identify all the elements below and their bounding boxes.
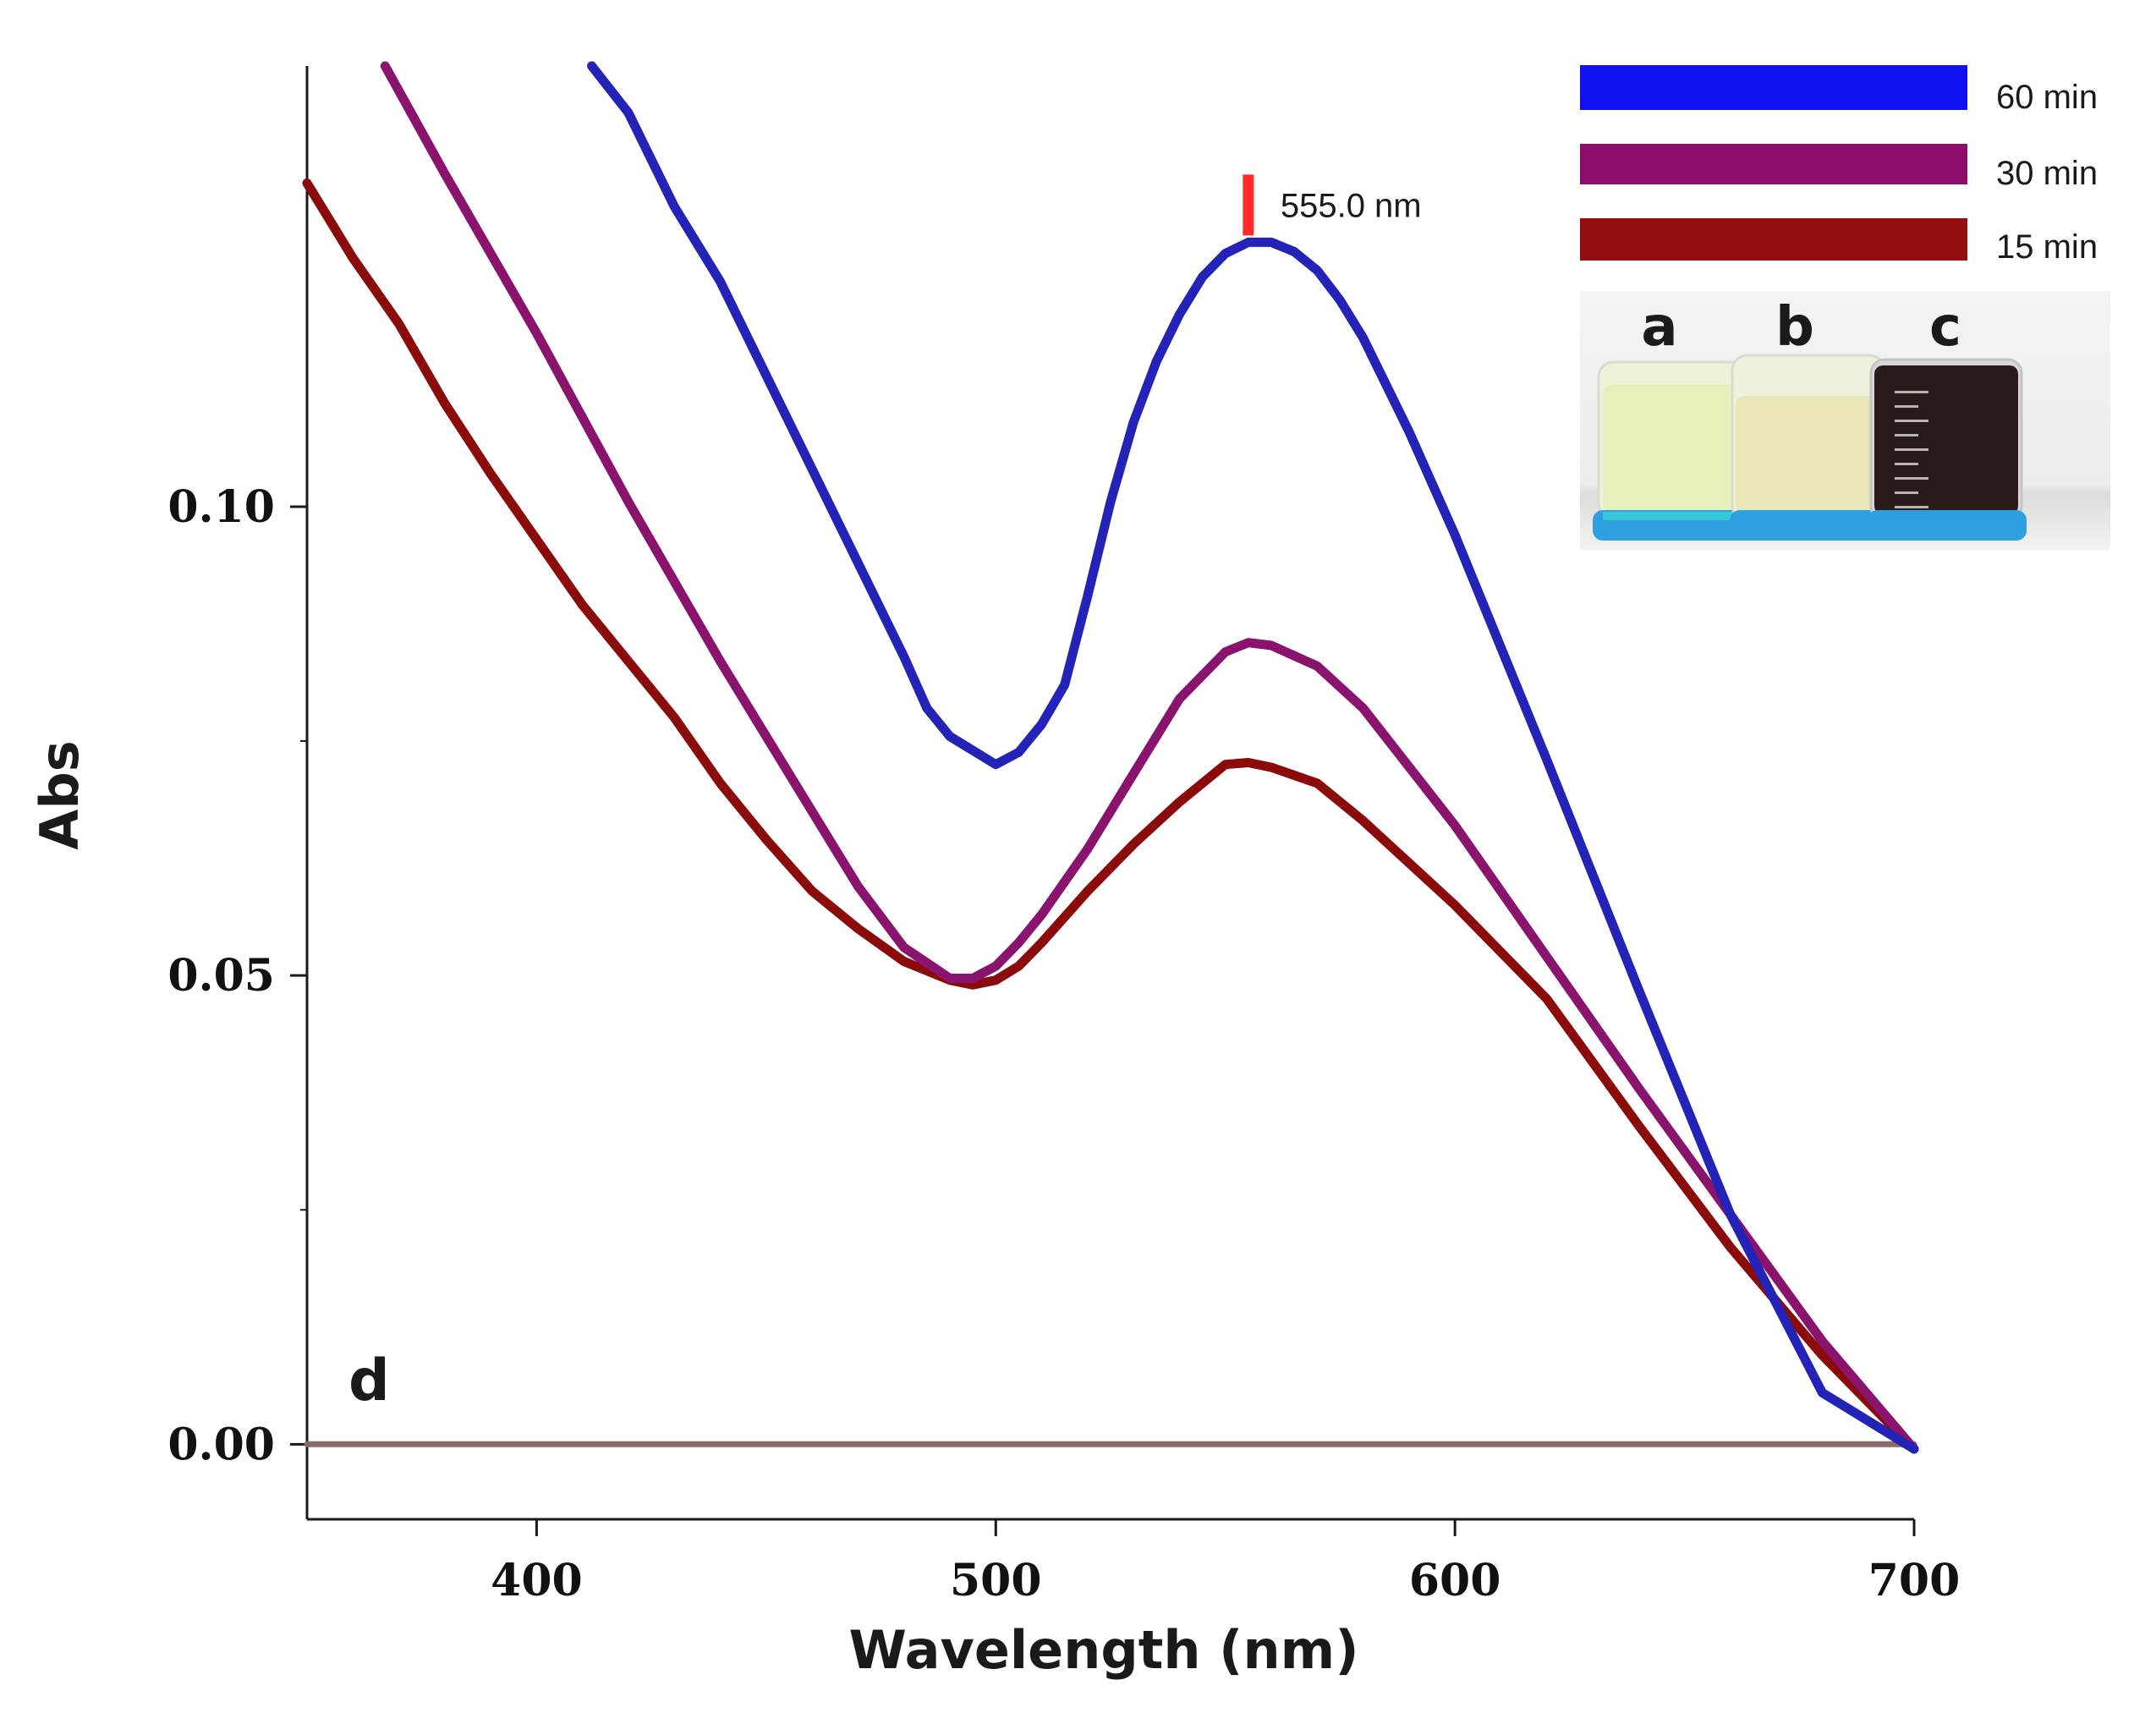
legend-swatch-30-min: [1580, 144, 1967, 184]
series-line-60-min: [587, 61, 1919, 1454]
vial-c-graduation-mark: [1895, 506, 1928, 508]
y-ticks: 0.00 0.05 0.10: [167, 481, 307, 1470]
peak-label: 555.0 nm: [1281, 187, 1422, 224]
y-tick-label: 0.05: [167, 950, 275, 1002]
x-tick-label: 600: [1409, 1555, 1501, 1606]
vial-label-c: c: [1929, 296, 1961, 359]
vial-b-liquid: [1736, 396, 1881, 513]
x-tick-label: 700: [1868, 1555, 1961, 1606]
vial-c-graduation-mark: [1895, 420, 1928, 422]
vial-b-cap: [1730, 510, 1890, 541]
vial-c-graduation-mark: [1895, 477, 1928, 480]
series-line-15-min: [302, 178, 1919, 1454]
vial-c-graduation-mark: [1895, 434, 1918, 436]
axes: [305, 66, 1914, 1521]
vial-c-graduation-mark: [1895, 491, 1918, 494]
vial-a-cap-rim: [1603, 512, 1742, 520]
vial-label-b: b: [1775, 296, 1814, 359]
vial-c-graduation-mark: [1895, 448, 1928, 451]
vial-c-graduation-mark: [1895, 405, 1918, 408]
panel-letter-d: d: [348, 1348, 390, 1414]
x-tick-label: 400: [491, 1555, 583, 1606]
vial-c-cap: [1868, 510, 2027, 541]
legend-label-60-min: 60 min: [1996, 79, 2098, 116]
vial-c-graduation-mark: [1895, 463, 1918, 465]
y-axis-title: Abs: [29, 740, 91, 849]
legend-swatch-15-min: [1580, 218, 1967, 261]
x-tick-label: 500: [950, 1555, 1042, 1606]
vial-c-graduations: [1895, 391, 1928, 508]
vial-c: [1868, 358, 2027, 541]
vial-label-a: a: [1641, 296, 1677, 359]
inset-vial-photo: a b c: [1580, 291, 2110, 550]
y-tick-label: 0.00: [167, 1419, 275, 1470]
legend-swatch-60-min: [1580, 65, 1967, 110]
legend: 60 min 30 min 15 min: [1580, 65, 2098, 266]
x-axis-title: Wavelength (nm): [848, 1619, 1358, 1681]
x-ticks: 400 500 600 700: [491, 1519, 1960, 1606]
vial-a: [1593, 360, 1753, 541]
series-layer: [302, 61, 1919, 1454]
vial-c-graduation-mark: [1895, 391, 1928, 393]
vial-a-liquid: [1603, 385, 1742, 512]
vial-b: [1730, 354, 1890, 541]
annotation-layer: 555.0 nm: [1243, 174, 1422, 236]
y-tick-label: 0.10: [167, 481, 275, 533]
legend-label-30-min: 30 min: [1996, 155, 2098, 192]
series-line-30-min: [380, 61, 1919, 1454]
legend-label-15-min: 15 min: [1996, 228, 2098, 266]
